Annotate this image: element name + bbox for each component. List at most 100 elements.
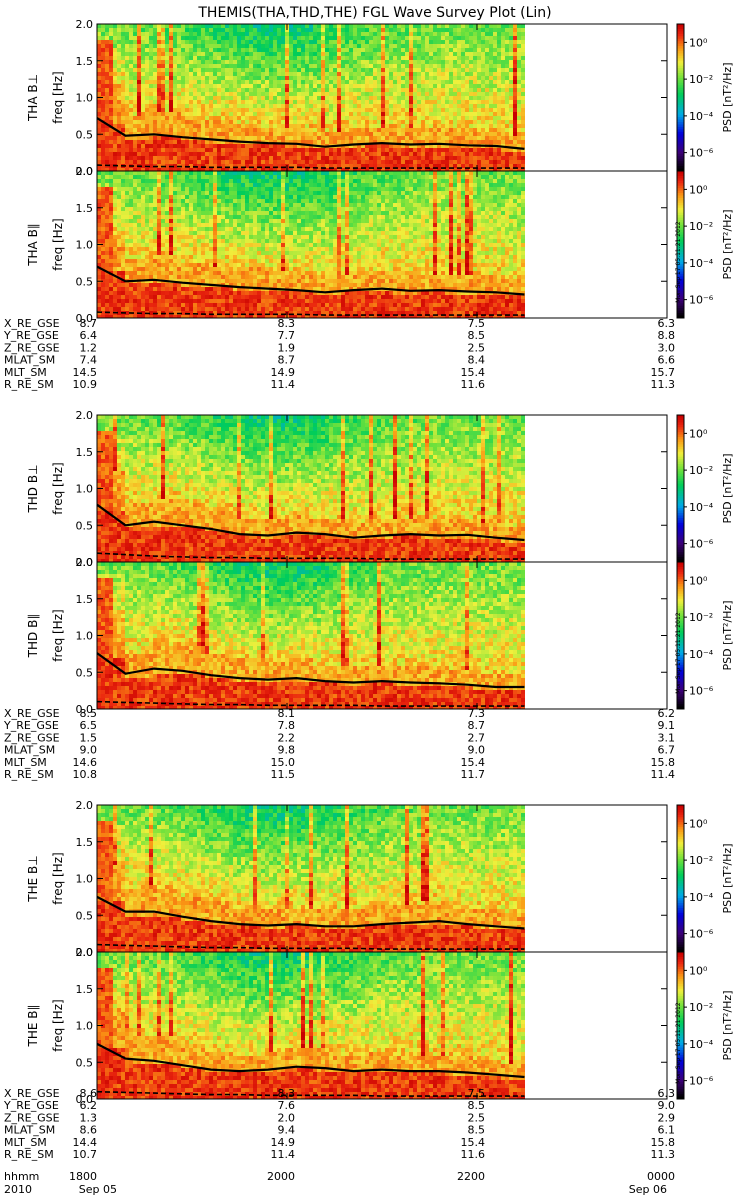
- spectrogram-cell: [161, 239, 165, 243]
- spectrogram-cell: [197, 96, 201, 100]
- spectrogram-cell: [125, 179, 129, 183]
- spectrogram-cell: [149, 72, 153, 76]
- spectrogram-cell: [481, 168, 485, 171]
- spectrogram-cell: [369, 116, 373, 120]
- spectrogram-cell: [137, 223, 141, 227]
- spectrogram-cell: [209, 140, 213, 144]
- spectrogram-cell: [229, 104, 233, 108]
- spectrogram-cell: [277, 92, 281, 96]
- spectrogram-cell: [241, 52, 245, 56]
- spectrogram-cell: [521, 28, 525, 32]
- spectrogram-cell: [469, 156, 473, 160]
- spectrogram-cell: [225, 164, 229, 168]
- spectrogram-cell: [329, 156, 333, 160]
- spectrogram-cell: [417, 80, 421, 84]
- spectrogram-cell: [353, 72, 357, 76]
- spectrogram-cell: [489, 68, 493, 72]
- spectrogram-cell: [109, 287, 113, 291]
- spectrogram-cell: [105, 120, 109, 124]
- spectrogram-cell: [513, 120, 517, 124]
- spectrogram-cell: [113, 120, 117, 124]
- spectrogram-cell: [341, 104, 345, 108]
- spectrogram-cell: [249, 120, 253, 124]
- spectrogram-cell: [413, 168, 417, 171]
- spectrogram-cell: [385, 140, 389, 144]
- spectrogram-cell: [317, 84, 321, 88]
- spectrogram-cell: [241, 88, 245, 92]
- spectrogram-cell: [149, 215, 153, 219]
- spectrogram-cell: [117, 283, 121, 287]
- spectrogram-cell: [197, 140, 201, 144]
- spectrogram-cell: [165, 263, 169, 267]
- spectrogram-cell: [365, 164, 369, 168]
- spectrogram-cell: [137, 160, 141, 164]
- spectrogram-cell: [477, 140, 481, 144]
- spectrogram-cell: [193, 287, 197, 291]
- spectrogram-cell: [489, 36, 493, 40]
- spectrogram-cell: [329, 152, 333, 156]
- spectrogram-cell: [141, 164, 145, 168]
- spectrogram-cell: [253, 132, 257, 136]
- spectrogram-cell: [329, 120, 333, 124]
- spectrogram-cell: [321, 36, 325, 40]
- spectrogram-cell: [333, 156, 337, 160]
- spectrogram-cell: [353, 80, 357, 84]
- spectrogram-cell: [433, 64, 437, 68]
- spectrogram-cell: [157, 263, 161, 267]
- spectrogram-cell: [289, 36, 293, 40]
- spectrogram-cell: [193, 148, 197, 152]
- spectrogram-cell: [249, 116, 253, 120]
- spectrogram-cell: [241, 160, 245, 164]
- spectrogram-cell: [401, 148, 405, 152]
- colorbar-swatch: [677, 104, 684, 108]
- spectrogram-cell: [137, 112, 141, 116]
- spectrogram-cell: [397, 68, 401, 72]
- spectrogram-cell: [161, 175, 165, 179]
- spectrogram-cell: [389, 112, 393, 116]
- spectrogram-cell: [277, 104, 281, 108]
- spectrogram-cell: [457, 160, 461, 164]
- spectrogram-cell: [309, 40, 313, 44]
- spectrogram-cell: [441, 40, 445, 44]
- spectrogram-cell: [465, 60, 469, 64]
- spectrogram-cell: [461, 164, 465, 168]
- spectrogram-cell: [441, 132, 445, 136]
- spectrogram-cell: [117, 144, 121, 148]
- spectrogram-cell: [109, 108, 113, 112]
- spectrogram-cell: [433, 92, 437, 96]
- spectrogram-cell: [393, 68, 397, 72]
- spectrogram-cell: [157, 144, 161, 148]
- spectrogram-cell: [497, 76, 501, 80]
- spectrogram-cell: [333, 24, 337, 28]
- spectrogram-cell: [405, 120, 409, 124]
- spectrogram-cell: [501, 56, 505, 60]
- spectrogram-cell: [349, 104, 353, 108]
- spectrogram-cell: [137, 243, 141, 247]
- spectrogram-cell: [473, 68, 477, 72]
- spectrogram-cell: [177, 275, 181, 279]
- spectrogram-cell: [157, 48, 161, 52]
- spectrogram-cell: [441, 24, 445, 28]
- spectrogram-cell: [361, 40, 365, 44]
- spectrogram-cell: [509, 120, 513, 124]
- spectrogram-cell: [417, 140, 421, 144]
- spectrogram-cell: [97, 160, 101, 164]
- spectrogram-cell: [477, 52, 481, 56]
- spectrogram-cell: [161, 263, 165, 267]
- spectrogram-cell: [453, 52, 457, 56]
- spectrogram-cell: [385, 68, 389, 72]
- spectrogram-cell: [305, 36, 309, 40]
- spectrogram-cell: [197, 40, 201, 44]
- spectrogram-cell: [509, 140, 513, 144]
- spectrogram-cell: [269, 36, 273, 40]
- spectrogram-cell: [121, 96, 125, 100]
- spectrogram-cell: [369, 88, 373, 92]
- spectrogram-cell: [377, 144, 381, 148]
- spectrogram-cell: [109, 275, 113, 279]
- spectrogram-cell: [209, 152, 213, 156]
- spectrogram-cell: [513, 80, 517, 84]
- spectrogram-cell: [189, 112, 193, 116]
- spectrogram-cell: [97, 259, 101, 263]
- spectrogram-cell: [357, 124, 361, 128]
- spectrogram-cell: [353, 128, 357, 132]
